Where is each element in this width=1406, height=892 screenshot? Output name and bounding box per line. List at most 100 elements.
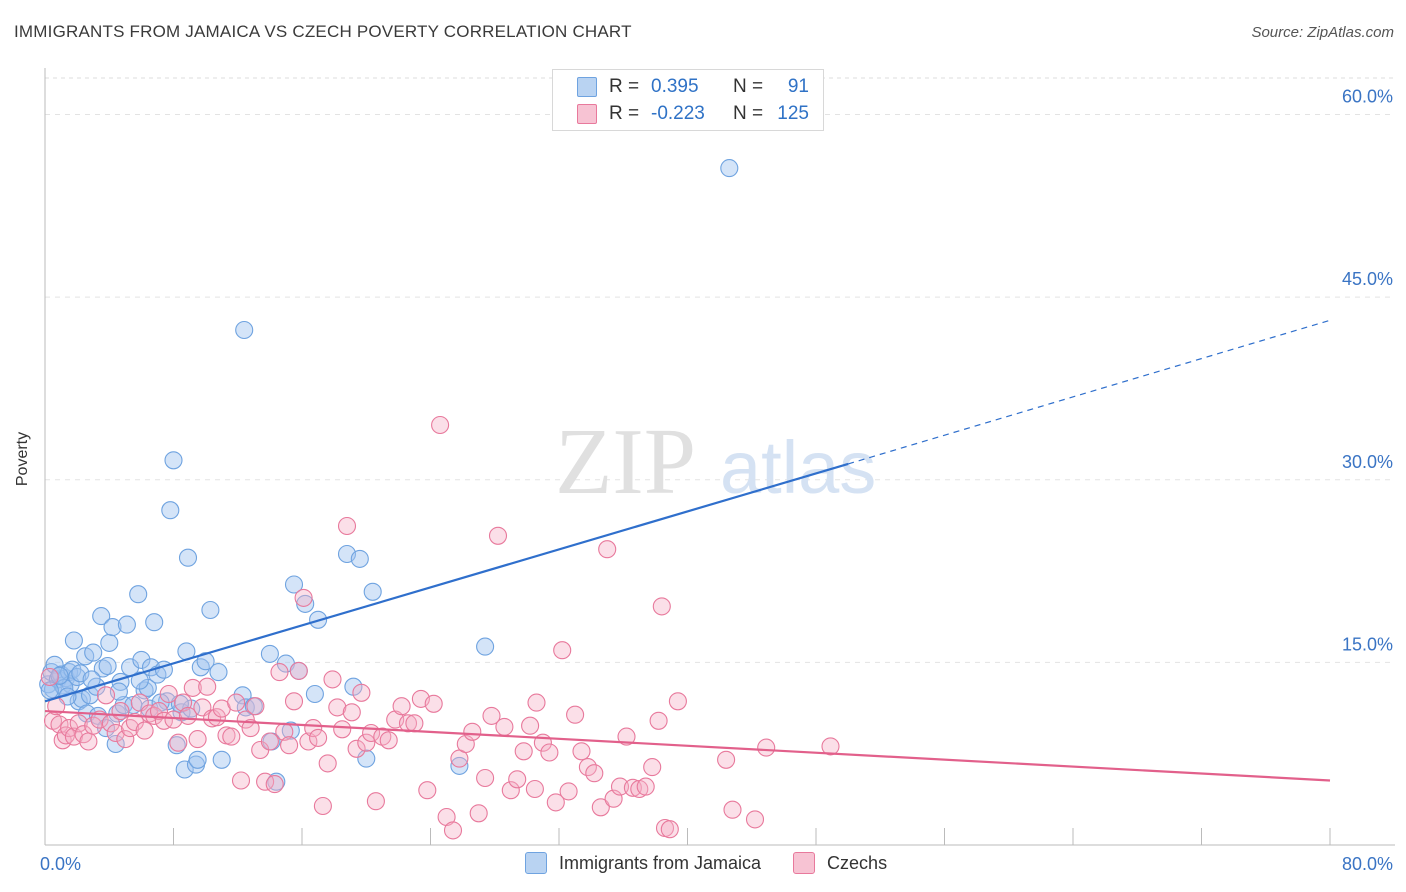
point-jamaica [233,686,252,705]
point-czechs [508,770,527,789]
point-czechs [566,705,585,724]
point-czechs [294,588,313,607]
legend-row-jamaica: R = 0.395 N = 91 [577,75,809,99]
point-czechs [443,821,463,840]
tick-labels: 15.0% 30.0% 45.0% 60.0% 0.0% 80.0% [40,87,1393,874]
point-czechs [398,714,418,733]
point-czechs [610,777,630,796]
point-czechs [79,732,98,751]
point-czechs [527,693,546,712]
point-jamaica [64,631,83,650]
point-czechs [304,719,323,738]
series-legend: Immigrants from Jamaica Czechs [525,852,919,874]
point-jamaica [296,594,315,613]
y-tick-label: 15.0% [1342,634,1393,654]
point-czechs [482,706,501,725]
series-legend-czechs[interactable]: Czechs [793,852,887,874]
point-jamaica [129,585,148,604]
point-czechs [821,737,840,756]
point-jamaica [284,575,304,594]
point-czechs [284,692,304,711]
point-jamaica [50,666,69,685]
point-jamaica [175,760,194,779]
point-jamaica [93,659,112,678]
point-czechs [111,702,130,721]
point-czechs [469,804,488,823]
point-jamaica [161,501,180,520]
point-czechs [309,728,328,747]
legend-n-label: N = [733,76,764,97]
point-czechs [178,706,198,725]
watermark-zip: ZIP [555,410,696,514]
point-czechs [231,771,251,790]
watermark: ZIP atlas [555,410,876,514]
legend-r-value-czechs: -0.223 [651,103,705,124]
point-czechs [405,714,424,733]
point-czechs [357,733,376,752]
point-czechs [260,732,279,751]
point-czechs [379,731,398,750]
point-czechs [488,526,508,545]
axes [44,68,1395,846]
point-jamaica [357,749,376,768]
point-czechs [50,715,69,734]
point-jamaica [212,750,231,769]
point-jamaica [84,643,103,662]
point-czechs [668,692,687,711]
point-czechs [236,710,255,729]
point-czechs [323,670,342,689]
legend-r-label: R = [609,103,640,124]
series-swatch-jamaica [525,852,547,874]
point-czechs [270,663,289,682]
point-czechs [617,727,636,746]
point-czechs [333,720,352,739]
point-czechs [585,764,604,783]
legend-n-label: N = [733,103,764,124]
point-jamaica [191,658,210,677]
point-czechs [540,743,559,762]
point-czechs [241,719,260,738]
point-czechs [69,714,88,733]
point-czechs [660,820,679,839]
point-czechs [392,697,411,716]
legend-swatch-czechs [577,104,597,124]
point-czechs [299,732,318,751]
chart-title: IMMIGRANTS FROM JAMAICA VS CZECH POVERTY… [14,22,632,41]
point-jamaica [260,644,279,663]
trend-lines [44,319,1331,782]
legend-n-value-czechs: 125 [777,103,809,124]
point-jamaica [98,656,117,676]
point-jamaica [350,549,369,568]
point-czechs [164,710,183,729]
point-czechs [598,540,617,559]
series-name-jamaica: Immigrants from Jamaica [559,852,762,873]
point-czechs [183,678,202,697]
point-czechs [546,793,565,812]
point-czechs [116,730,135,749]
point-jamaica [305,684,324,704]
point-czechs [495,717,514,736]
point-czechs [745,810,765,829]
point-czechs [591,798,610,817]
point-jamaica [117,615,136,634]
point-jamaica [450,756,469,775]
point-czechs [757,738,776,757]
point-czechs [643,758,662,777]
point-czechs [222,727,241,746]
point-czechs [265,775,284,794]
point-czechs [246,697,265,716]
point-czechs [289,661,308,680]
point-czechs [521,716,540,735]
series-swatch-czechs [793,852,816,874]
point-czechs [106,723,125,743]
series-legend-jamaica[interactable]: Immigrants from Jamaica [525,852,761,874]
point-czechs [280,736,299,755]
point-czechs [424,694,443,713]
point-czechs [553,641,572,660]
point-jamaica [720,159,739,178]
point-czechs [337,516,357,536]
point-jamaica [188,750,207,769]
legend-swatch-jamaica [577,77,597,97]
point-czechs [227,693,246,712]
